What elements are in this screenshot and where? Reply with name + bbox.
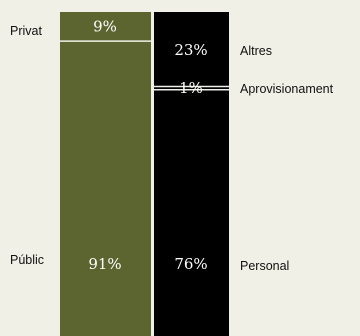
segment-privat [60,12,151,42]
segment-altres [154,12,229,87]
category-label-altres: Altres [240,44,272,58]
category-label-personal: Personal [240,259,289,273]
bar-expenses [154,12,229,336]
segment-personal [154,89,229,336]
value-label-altres: 23% [174,41,207,59]
segment-public [60,41,151,336]
category-label-privat: Privat [10,24,42,38]
value-label-personal: 76% [174,255,207,273]
bar-ownership [60,12,151,336]
category-label-aprovisionament: Aprovisionament [240,82,334,96]
category-label-public: Públic [10,253,44,267]
value-label-public: 91% [88,255,121,273]
segment-aprovisionament [154,86,229,90]
value-label-aprovisionament: 1% [179,79,203,97]
value-label-privat: 9% [93,18,117,36]
